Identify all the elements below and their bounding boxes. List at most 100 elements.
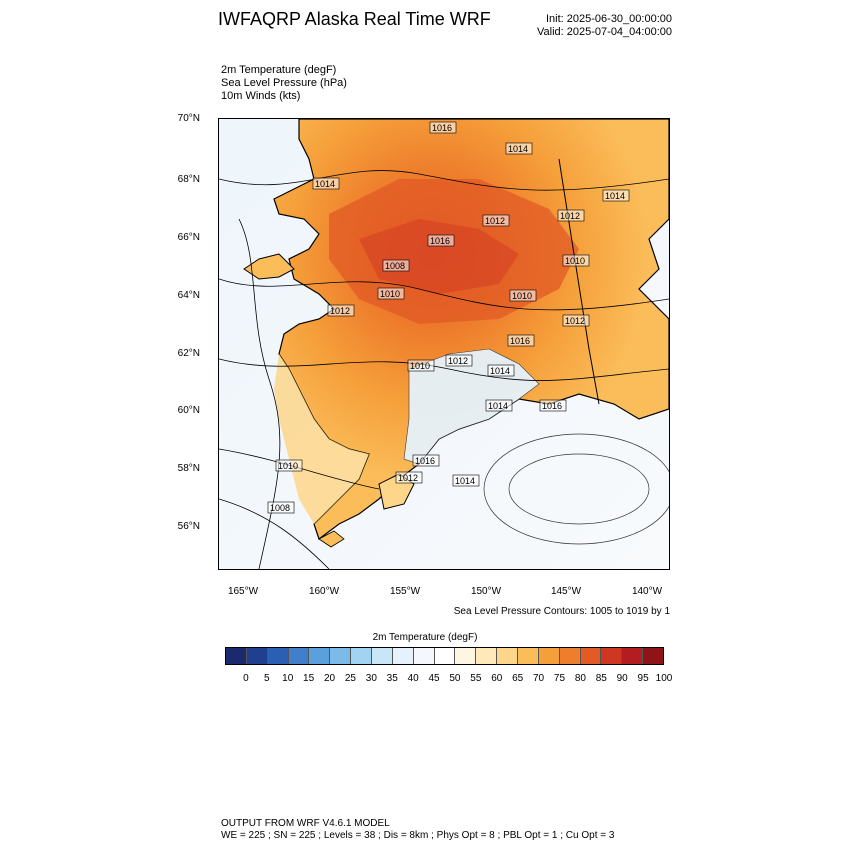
colorbar-cell: [455, 648, 477, 664]
colorbar-cell: [372, 648, 393, 664]
interior-hotter: [359, 219, 519, 294]
slp-contour: [219, 498, 330, 569]
pressure-label-box: [505, 142, 533, 155]
colorbar-cell: [246, 648, 268, 664]
colorbar-label: 65: [512, 673, 524, 684]
slp-contour: [219, 358, 669, 381]
pressure-label-box: [602, 189, 630, 202]
pressure-label-box: [275, 459, 303, 472]
colorbar-label: 95: [637, 673, 649, 684]
field-pressure-label: Sea Level Pressure (hPa): [221, 77, 347, 89]
pressure-label: 1012: [398, 473, 418, 483]
pressure-label: 1012: [560, 211, 580, 221]
model-output-line: OUTPUT FROM WRF V4.6.1 MODEL: [221, 818, 390, 829]
western-coast-cool: [274, 354, 369, 524]
colorbar-label: 15: [303, 673, 315, 684]
colorbar-label: 90: [616, 673, 628, 684]
pressure-label: 1014: [315, 179, 335, 189]
slp-contour: [219, 448, 380, 490]
lon-tick: 160°W: [308, 586, 340, 597]
lon-tick: 150°W: [470, 586, 502, 597]
pressure-label-box: [429, 121, 457, 134]
colorbar-label: 0: [243, 673, 249, 684]
pressure-label-box: [312, 177, 340, 190]
pressure-label: 1010: [380, 289, 400, 299]
pressure-label-box: [412, 454, 440, 467]
pressure-label: 1014: [605, 191, 625, 201]
slp-contour-gulf-outer: [483, 433, 669, 545]
lat-tick: 70°N: [177, 113, 200, 124]
pressure-label-box: [395, 471, 423, 484]
pressure-label: 1016: [430, 236, 450, 246]
lat-tick: 58°N: [177, 463, 200, 474]
colorbar-cell: [226, 648, 247, 664]
pressure-label-box: [452, 474, 480, 487]
slp-contour-note: Sea Level Pressure Contours: 1005 to 101…: [453, 606, 670, 617]
pressure-label: 1008: [385, 261, 405, 271]
colorbar-label: 25: [344, 673, 356, 684]
colorbar-cell: [392, 648, 414, 664]
colorbar-cell: [413, 648, 435, 664]
pressure-label: 1014: [508, 144, 528, 154]
pressure-label: 1010: [278, 461, 298, 471]
colorbar-cell: [351, 648, 373, 664]
pressure-label: 1016: [542, 401, 562, 411]
pressure-label: 1016: [415, 456, 435, 466]
colorbar-cell: [309, 648, 331, 664]
pressure-label: 1010: [512, 291, 532, 301]
pressure-label: 1010: [565, 256, 585, 266]
lat-tick: 62°N: [177, 348, 200, 359]
pressure-label-box: [482, 214, 510, 227]
colorbar-label: 75: [553, 673, 566, 684]
pressure-label: 1012: [485, 216, 505, 226]
colorbar-label: 80: [574, 673, 586, 684]
colorbar-label: 35: [386, 673, 398, 684]
pressure-label: 1014: [488, 401, 508, 411]
colorbar-cell: [538, 648, 560, 664]
pressure-label: 1016: [432, 123, 452, 133]
alaska-range-cool: [403, 348, 540, 465]
colorbar-cell: [643, 648, 664, 664]
pressure-label-box: [445, 354, 473, 367]
init-time: Init: 2025-06-30_00:00:00: [546, 13, 672, 25]
pressure-label-box: [509, 289, 537, 302]
pressure-label-box: [485, 399, 513, 412]
colorbar-label: 5: [264, 673, 270, 684]
colorbar-cell: [267, 648, 289, 664]
colorbar-label: 10: [282, 673, 294, 684]
lat-tick: 64°N: [177, 290, 200, 301]
colorbar-title: 2m Temperature (degF): [372, 632, 478, 643]
colorbar-label: 55: [470, 673, 482, 684]
colorbar-cell: [288, 648, 310, 664]
seward-peninsula: [243, 253, 295, 280]
lat-tick: 56°N: [177, 521, 200, 532]
slp-contour: [219, 278, 669, 311]
colorbar-label: 60: [491, 673, 503, 684]
pressure-label-box: [539, 399, 567, 412]
lat-tick: 68°N: [177, 174, 200, 185]
pressure-label: 1014: [455, 476, 475, 486]
colorbar-cell: [330, 648, 352, 664]
colorbar-label: 70: [533, 673, 545, 684]
slp-contour: [219, 170, 669, 191]
pressure-label-box: [327, 304, 355, 317]
colorbar-cell: [580, 648, 602, 664]
pressure-label-box: [377, 287, 405, 300]
colorbar-label: 30: [365, 673, 377, 684]
pressure-label-box: [267, 501, 295, 514]
pressure-label-box: [557, 209, 585, 222]
map-canvas: 1016 1014 1014 1012 1012 1014 1016 1008 1010 1010…: [219, 119, 669, 569]
colorbar-cell: [622, 648, 644, 664]
colorbar-label: 85: [595, 673, 607, 684]
pressure-label-box: [507, 334, 535, 347]
pressure-label-box: [382, 259, 410, 272]
colorbar-cell: [497, 648, 519, 664]
field-temperature-label: 2m Temperature (degF): [221, 64, 337, 76]
pressure-label: 1008: [270, 503, 290, 513]
pressure-label-box: [562, 314, 590, 327]
colorbar-cell: [518, 648, 539, 664]
colorbar-label: 50: [449, 673, 461, 684]
colorbar-cell: [434, 648, 456, 664]
colorbar-label: 45: [428, 673, 440, 684]
lon-tick: 155°W: [389, 586, 421, 597]
